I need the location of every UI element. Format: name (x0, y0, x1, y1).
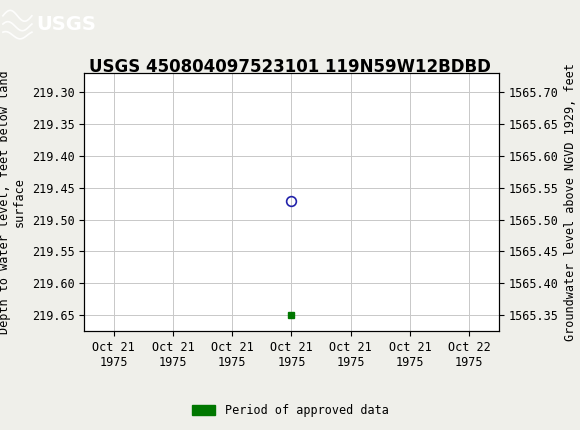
Y-axis label: Groundwater level above NGVD 1929, feet: Groundwater level above NGVD 1929, feet (564, 63, 577, 341)
Y-axis label: Depth to water level, feet below land
surface: Depth to water level, feet below land su… (0, 70, 26, 334)
Text: USGS 450804097523101 119N59W12BDBD: USGS 450804097523101 119N59W12BDBD (89, 58, 491, 76)
Text: USGS: USGS (36, 15, 96, 34)
Legend: Period of approved data: Period of approved data (187, 399, 393, 422)
